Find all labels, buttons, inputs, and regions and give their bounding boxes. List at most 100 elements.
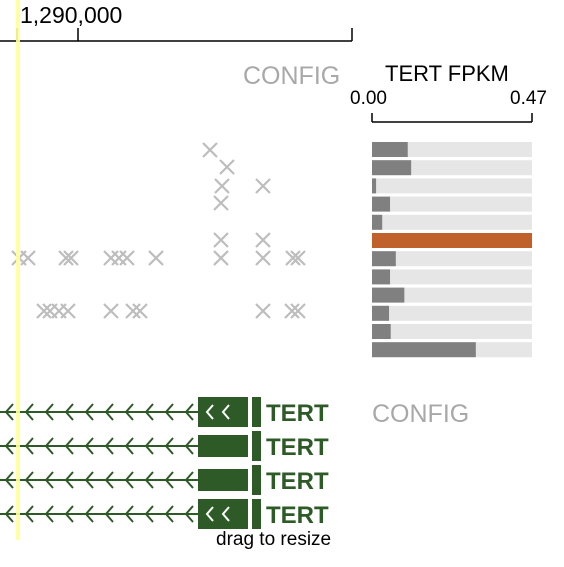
- snp-marker[interactable]: [255, 178, 271, 194]
- transcript-model[interactable]: TERT: [0, 431, 329, 461]
- snp-marker[interactable]: [103, 303, 119, 319]
- ruler: [0, 28, 353, 42]
- snp-marker[interactable]: [213, 195, 229, 211]
- expression-bar-chart: [371, 113, 533, 358]
- snp-marker[interactable]: [285, 250, 301, 266]
- strand-arrow-icon: [164, 471, 174, 489]
- expression-bar[interactable]: [372, 160, 412, 176]
- expression-bar[interactable]: [372, 324, 391, 339]
- transcript-exon: [252, 499, 261, 529]
- transcript-label[interactable]: TERT: [266, 468, 329, 495]
- snp-marker[interactable]: [214, 178, 230, 194]
- expression-track-title: TERT FPKM: [385, 61, 509, 86]
- ruler-position-label: 1,290,000: [20, 2, 123, 28]
- expression-bar-track: [372, 305, 532, 321]
- transcript-label[interactable]: TERT: [266, 400, 329, 427]
- strand-arrow-icon: [64, 437, 74, 455]
- transcript-model[interactable]: TERT: [0, 397, 329, 427]
- snp-marker[interactable]: [36, 303, 52, 319]
- strand-arrow-icon: [164, 403, 174, 421]
- snp-marker[interactable]: [202, 142, 218, 158]
- snp-marker[interactable]: [255, 303, 271, 319]
- strand-arrow-icon: [64, 403, 74, 421]
- strand-arrow-icon: [144, 437, 154, 455]
- snp-marker[interactable]: [290, 303, 306, 319]
- expression-bar-track: [372, 160, 532, 176]
- strand-arrow-icon: [144, 471, 154, 489]
- strand-arrow-icon: [221, 506, 230, 522]
- strand-arrow-icon: [44, 403, 54, 421]
- expression-bar[interactable]: [372, 287, 405, 303]
- snp-marker[interactable]: [119, 250, 135, 266]
- strand-arrow-icon: [84, 471, 94, 489]
- expression-bar[interactable]: [372, 305, 390, 321]
- strand-arrow-icon: [64, 505, 74, 523]
- expression-bar-track: [372, 214, 532, 230]
- position-cursor-line[interactable]: [16, 0, 20, 540]
- expression-bar-track: [372, 196, 532, 212]
- resize-handle-label[interactable]: drag to resize: [216, 529, 332, 550]
- strand-arrow-icon: [221, 404, 230, 420]
- snp-marker[interactable]: [20, 250, 36, 266]
- strand-arrow-icon: [124, 437, 134, 455]
- strand-arrow-icon: [184, 471, 194, 489]
- expression-bar[interactable]: [372, 342, 476, 358]
- snp-marker[interactable]: [125, 303, 141, 319]
- transcript-model[interactable]: TERT: [0, 465, 329, 495]
- snp-marker[interactable]: [63, 250, 79, 266]
- transcript-exon: [198, 435, 248, 457]
- expression-bar-track: [372, 324, 532, 339]
- transcript-model[interactable]: TERT: [0, 499, 329, 529]
- strand-arrow-icon: [4, 471, 14, 489]
- snp-marker[interactable]: [255, 232, 271, 248]
- strand-arrow-icon: [124, 505, 134, 523]
- snp-track-config-button[interactable]: CONFIG: [243, 62, 341, 90]
- strand-arrow-icon: [24, 437, 34, 455]
- transcript-exon: [252, 397, 261, 427]
- strand-arrow-icon: [84, 403, 94, 421]
- snp-marker[interactable]: [58, 250, 74, 266]
- expression-bar-highlighted[interactable]: [372, 233, 532, 248]
- expression-bar-track: [372, 178, 532, 194]
- snp-marker[interactable]: [148, 250, 164, 266]
- expression-bar[interactable]: [372, 178, 377, 194]
- strand-arrow-icon: [44, 505, 54, 523]
- expression-bar-track: [372, 269, 532, 285]
- snp-track: [11, 142, 306, 319]
- strand-arrow-icon: [184, 437, 194, 455]
- snp-marker[interactable]: [132, 303, 148, 319]
- expression-bar[interactable]: [372, 269, 391, 285]
- snp-marker[interactable]: [213, 250, 229, 266]
- snp-marker[interactable]: [213, 232, 229, 248]
- transcript-label[interactable]: TERT: [266, 502, 329, 529]
- snp-marker[interactable]: [103, 250, 119, 266]
- transcript-exon: [198, 469, 248, 491]
- strand-arrow-icon: [84, 437, 94, 455]
- expression-scale-min: 0.00: [350, 88, 387, 109]
- expression-bar-track: [372, 251, 532, 267]
- gene-track-config-button[interactable]: CONFIG: [372, 400, 470, 428]
- strand-arrow-icon: [184, 403, 194, 421]
- strand-arrow-icon: [24, 403, 34, 421]
- strand-arrow-icon: [4, 437, 14, 455]
- expression-bar[interactable]: [372, 142, 408, 157]
- snp-marker[interactable]: [111, 250, 127, 266]
- snp-marker[interactable]: [284, 303, 300, 319]
- expression-bar-track: [372, 287, 532, 303]
- expression-bar[interactable]: [372, 251, 396, 267]
- expression-scale-axis: [371, 113, 533, 123]
- snp-marker[interactable]: [219, 159, 235, 175]
- strand-arrow-icon: [144, 505, 154, 523]
- snp-marker[interactable]: [255, 250, 271, 266]
- expression-bar[interactable]: [372, 214, 383, 230]
- strand-arrow-icon: [104, 403, 114, 421]
- strand-arrow-icon: [24, 505, 34, 523]
- snp-marker[interactable]: [60, 303, 76, 319]
- strand-arrow-icon: [184, 505, 194, 523]
- transcript-label[interactable]: TERT: [266, 434, 329, 461]
- gene-track: TERT TERT TERT TERT: [0, 397, 329, 529]
- expression-bar[interactable]: [372, 196, 391, 212]
- snp-marker[interactable]: [290, 250, 306, 266]
- strand-arrow-icon: [104, 471, 114, 489]
